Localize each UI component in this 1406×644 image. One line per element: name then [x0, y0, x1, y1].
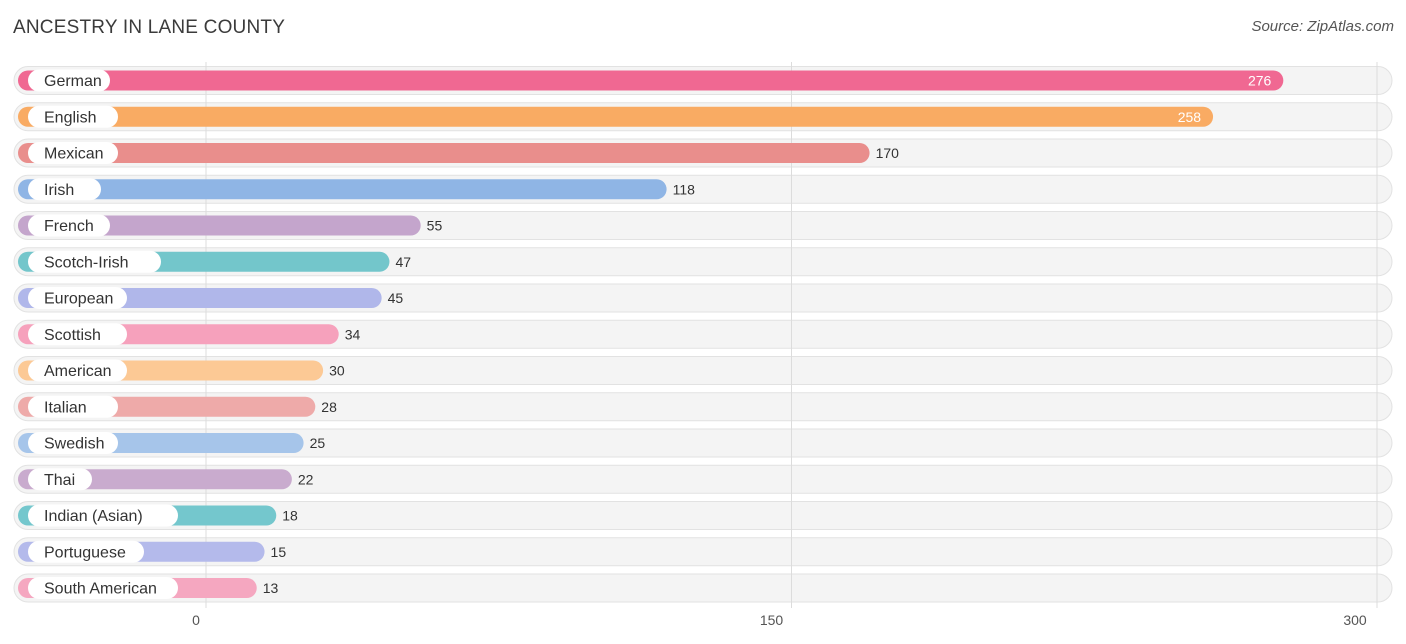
value-label: 13 — [263, 580, 279, 596]
category-label-pill — [28, 214, 110, 237]
category-label: South American — [44, 581, 157, 598]
row-track — [13, 428, 1393, 458]
row-track — [13, 319, 1393, 349]
value-label: 18 — [282, 508, 298, 524]
row-track — [13, 392, 1393, 422]
category-label: Italian — [44, 399, 87, 416]
value-label: 118 — [673, 181, 696, 197]
category-label-pill — [28, 287, 127, 309]
bar — [18, 215, 421, 236]
value-label: 34 — [345, 326, 361, 342]
category-label-pill — [28, 359, 127, 382]
category-label: European — [44, 291, 113, 308]
chart-title: ANCESTRY IN LANE COUNTY — [13, 17, 286, 38]
row-track — [13, 464, 1393, 494]
value-label: 22 — [298, 471, 314, 487]
category-label-pill — [28, 178, 101, 201]
category-label-pill — [28, 432, 118, 454]
category-label: Indian (Asian) — [44, 508, 143, 525]
value-label: 47 — [395, 254, 411, 270]
value-label: 30 — [329, 363, 345, 379]
category-label-pill — [28, 323, 127, 346]
category-label: American — [44, 363, 112, 380]
value-label: 45 — [388, 290, 404, 306]
category-label: Mexican — [44, 146, 104, 163]
category-label: Irish — [44, 182, 74, 199]
bar — [18, 70, 1284, 91]
x-tick-label: 0 — [192, 612, 200, 628]
row-track — [13, 573, 1393, 603]
bar — [18, 106, 1214, 127]
row-track — [13, 356, 1393, 385]
value-label: 28 — [321, 399, 337, 415]
category-label-pill — [28, 395, 118, 418]
category-label-pill — [28, 69, 110, 92]
value-label: 25 — [310, 435, 326, 451]
category-label-pill — [28, 504, 178, 527]
category-label-pill — [28, 142, 118, 164]
bar — [18, 179, 667, 200]
category-label: German — [44, 73, 102, 90]
category-label-pill — [28, 577, 178, 599]
value-label: 276 — [1248, 73, 1272, 89]
category-label: French — [44, 218, 94, 235]
category-label: Scotch-Irish — [44, 254, 128, 271]
category-label-pill — [28, 468, 92, 491]
category-label: English — [44, 109, 96, 126]
x-tick-label: 300 — [1343, 612, 1367, 628]
value-label: 55 — [427, 218, 443, 234]
row-track — [13, 501, 1393, 530]
value-label: 15 — [271, 544, 287, 560]
bar — [18, 143, 870, 163]
category-label: Portuguese — [44, 544, 126, 561]
category-label-pill — [28, 250, 161, 273]
x-tick-label: 150 — [760, 612, 784, 628]
category-label-pill — [28, 105, 118, 128]
category-label: Swedish — [44, 436, 104, 453]
category-label: Thai — [44, 472, 75, 489]
value-label: 258 — [1178, 109, 1202, 125]
value-label: 170 — [876, 145, 900, 161]
chart-source: Source: ZipAtlas.com — [1251, 18, 1394, 35]
category-label: Scottish — [44, 327, 101, 344]
row-track — [13, 537, 1393, 567]
category-label-pill — [28, 540, 144, 563]
